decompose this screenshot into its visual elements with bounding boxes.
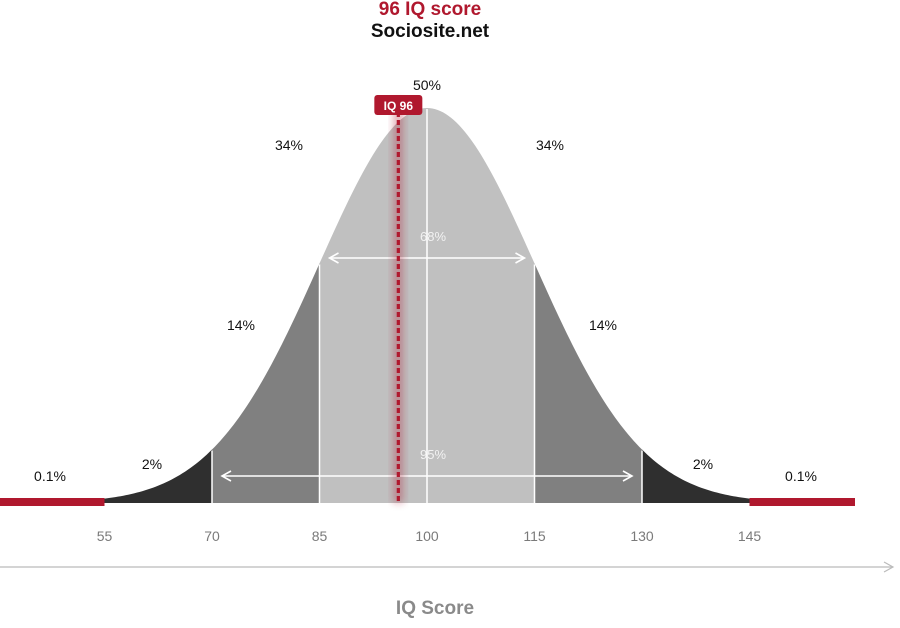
region-percent-label: 14% (589, 317, 617, 333)
x-tick-label: 145 (738, 528, 762, 544)
span-label: 68% (420, 229, 446, 244)
chart-title: 96 IQ score (378, 0, 482, 20)
region-area (427, 108, 535, 503)
x-tick-label: 70 (204, 528, 220, 544)
x-tick-label: 130 (630, 528, 654, 544)
region-percent-label: 34% (536, 137, 564, 153)
region-percent-label: 14% (227, 317, 255, 333)
region-percent-label: 2% (142, 456, 162, 472)
region-area (212, 263, 320, 503)
region-area (642, 449, 750, 503)
x-tick-label: 85 (312, 528, 328, 544)
region-percent-label: 0.1% (785, 468, 817, 484)
x-axis-label: IQ Score (396, 598, 474, 619)
marker-badge-label: IQ 96 (384, 99, 414, 113)
marker-badge (374, 95, 423, 115)
span-label: 95% (420, 447, 446, 462)
region-percent-label: 0.1% (34, 468, 66, 484)
region-area (104, 449, 212, 503)
x-tick-label: 55 (97, 528, 113, 544)
region-tail-bar (0, 498, 105, 506)
region-area (319, 108, 427, 503)
x-tick-label: 100 (415, 528, 439, 544)
x-tick-label: 115 (523, 528, 546, 544)
marker-glow (393, 100, 404, 503)
region-area (534, 263, 642, 503)
region-percent-label: 2% (693, 456, 713, 472)
chart-subtitle: Sociosite.net (370, 21, 490, 42)
region-percent-label: 34% (275, 137, 303, 153)
region-tail-bar (749, 498, 855, 506)
mean-percent-label: 50% (413, 77, 441, 93)
